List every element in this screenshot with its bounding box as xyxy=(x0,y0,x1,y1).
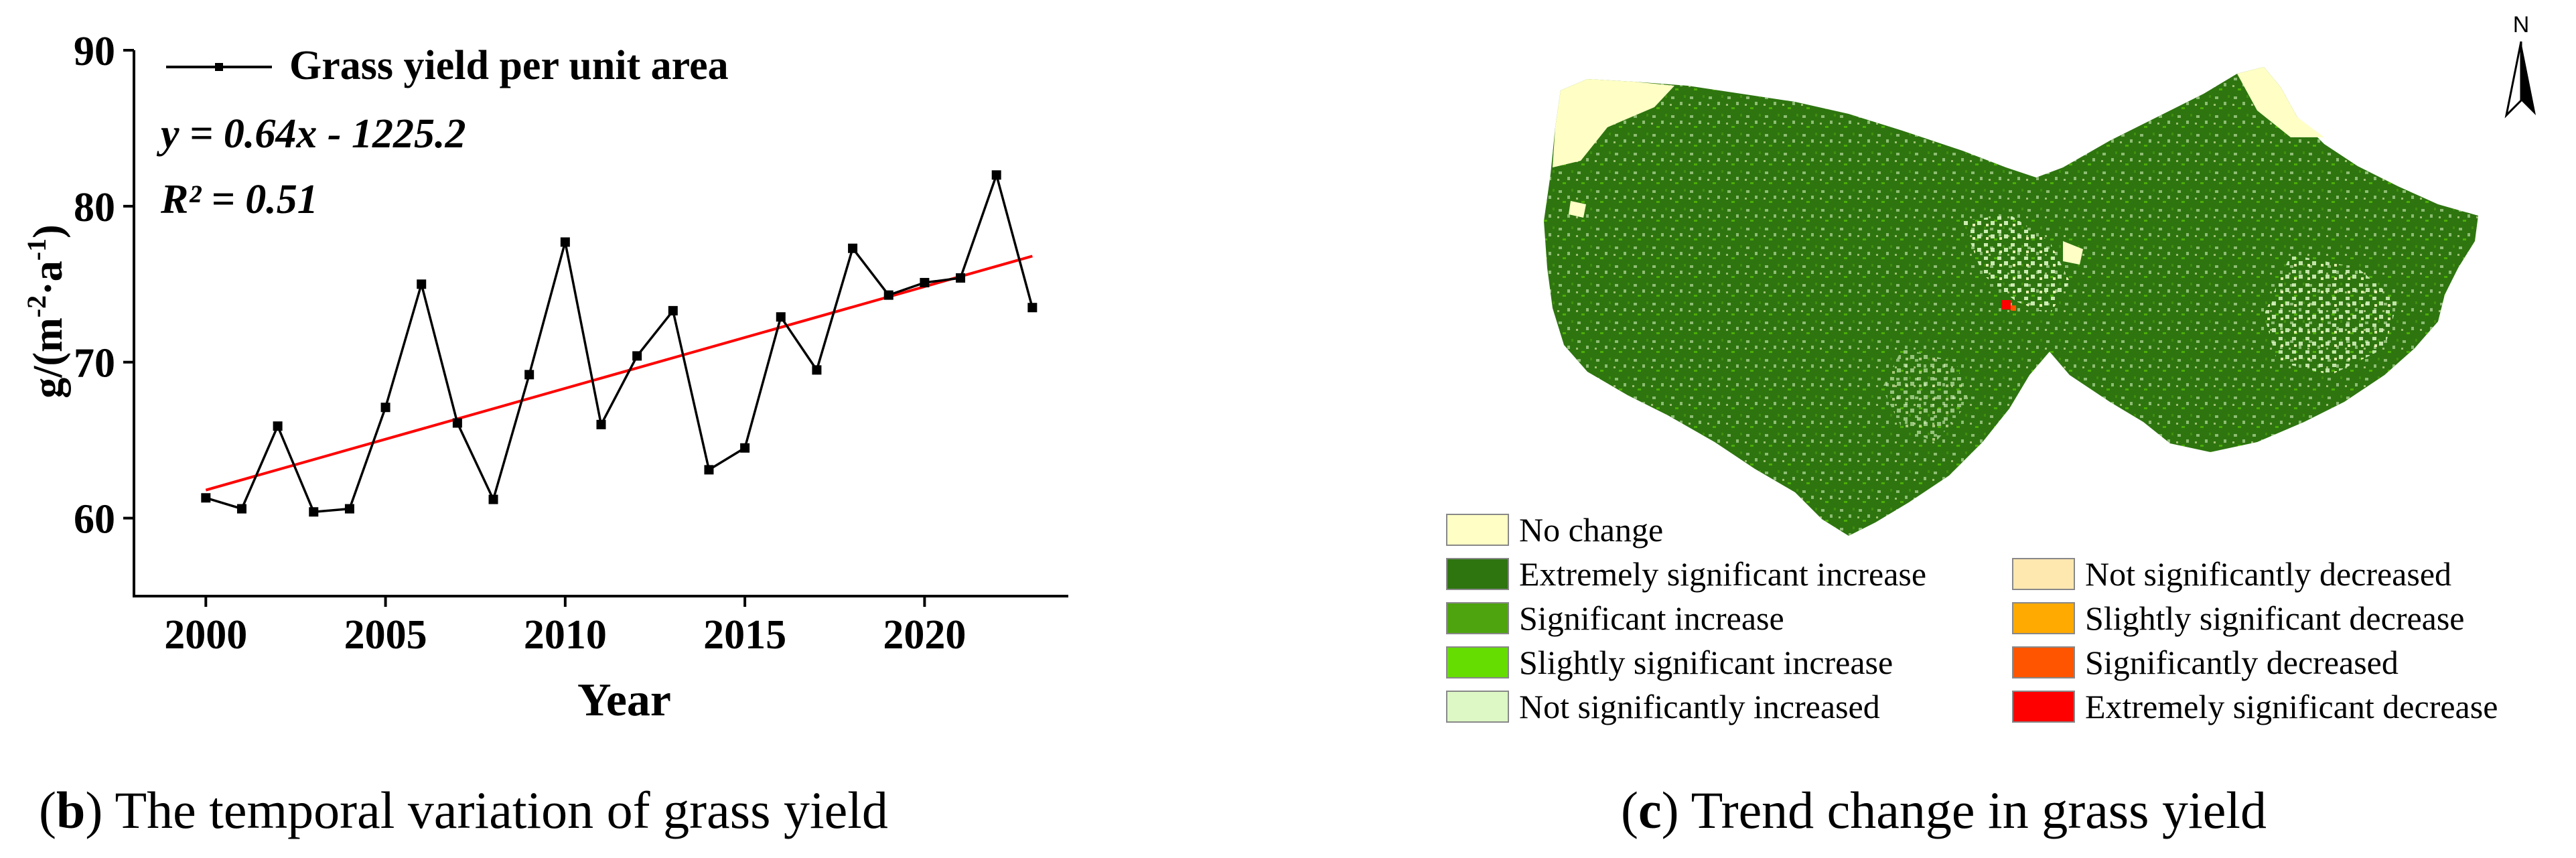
data-point xyxy=(848,243,858,253)
legend-label: Significantly decreased xyxy=(2085,644,2399,681)
data-point xyxy=(740,443,750,453)
chart-legend: Grass yield per unit area xyxy=(166,43,729,88)
map-zone-light-center xyxy=(1962,214,2070,315)
x-tick-label: 2005 xyxy=(344,612,427,658)
map-zone-no-change-north xyxy=(2237,67,2324,137)
legend-swatch xyxy=(1446,514,1509,546)
x-tick-label: 2000 xyxy=(164,612,247,658)
legend-swatch xyxy=(2012,558,2075,590)
data-point xyxy=(380,403,390,413)
x-tick-label: 2015 xyxy=(703,612,786,658)
data-point xyxy=(920,277,930,287)
legend-label: Extremely significant increase xyxy=(1519,555,1926,593)
y-tick-label: 80 xyxy=(74,185,115,230)
map-zone-no-change-west xyxy=(1553,79,1674,167)
data-point xyxy=(632,351,642,361)
legend-label: Slightly significant increase xyxy=(1519,644,1893,681)
y-tick-label: 70 xyxy=(74,341,115,386)
data-point xyxy=(991,170,1001,180)
map-zone-no-change-spot xyxy=(1569,201,1586,218)
map-zone-no-change-small xyxy=(2063,241,2083,265)
legend-swatch xyxy=(2012,691,2075,723)
map-legend: No change Extremely significant increase S… xyxy=(1446,511,2498,725)
data-point xyxy=(704,465,714,475)
legend-label: No change xyxy=(1519,511,1663,549)
north-label: N xyxy=(2513,12,2530,38)
data-point xyxy=(668,305,678,315)
r-squared-label: R² = 0.51 xyxy=(160,177,318,222)
data-point xyxy=(344,504,354,514)
x-tick-label: 2020 xyxy=(883,612,966,658)
legend-label: Not significantly increased xyxy=(1519,688,1880,725)
data-point xyxy=(201,493,211,503)
legend-swatch xyxy=(1446,646,1509,678)
x-axis-label: Year xyxy=(577,674,671,726)
map-zone-light-south xyxy=(1882,348,1969,442)
data-point xyxy=(1027,303,1037,313)
grass-yield-line-chart: 60 70 80 90 2000 2005 2010 2015 2020 Grass yiel… xyxy=(21,29,1068,726)
data-point xyxy=(812,365,822,375)
regression-equation: y = 0.64x - 1225.2 xyxy=(156,111,466,157)
caption-b: (b) The temporal variation of grass yiel… xyxy=(39,781,888,839)
north-arrow-right-half xyxy=(2521,42,2536,115)
data-point xyxy=(560,237,570,247)
data-point xyxy=(452,418,462,428)
legend-label: Significant increase xyxy=(1519,599,1784,637)
legend-label: Grass yield per unit area xyxy=(289,43,729,88)
y-axis-ticks: 60 70 80 90 xyxy=(74,29,134,543)
legend-label: Slightly significant decrease xyxy=(2085,599,2465,637)
data-point xyxy=(596,419,606,429)
caption-c: (c) Trend change in grass yield xyxy=(1621,781,2267,839)
grass-yield-trend-map: N No change Extremely significant increas… xyxy=(1446,12,2536,725)
north-arrow: N xyxy=(2504,12,2536,119)
y-tick-label: 90 xyxy=(74,29,115,74)
legend-marker xyxy=(215,63,223,71)
y-tick-label: 60 xyxy=(74,497,115,543)
data-point xyxy=(273,421,283,431)
map-zone-decrease-spot-2 xyxy=(2011,305,2016,311)
y-axis-label: g/(m-2·a-1) xyxy=(21,224,71,399)
series-line xyxy=(205,171,1033,514)
chart-axes xyxy=(133,50,1068,597)
legend-swatch xyxy=(1446,602,1509,634)
legend-swatch xyxy=(1446,691,1509,723)
data-point xyxy=(309,507,319,517)
trendline xyxy=(205,255,1033,492)
map-zone-light-east xyxy=(2264,255,2398,375)
data-point xyxy=(883,290,893,300)
data-point xyxy=(488,494,498,504)
data-point xyxy=(524,370,534,380)
north-arrow-left-half xyxy=(2504,41,2522,119)
legend-swatch xyxy=(1446,558,1509,590)
x-tick-label: 2010 xyxy=(524,612,607,658)
data-point xyxy=(956,273,966,283)
legend-swatch xyxy=(2012,646,2075,678)
legend-label: Not significantly decreased xyxy=(2085,555,2451,593)
data-point xyxy=(236,504,246,514)
series-grass-yield xyxy=(201,170,1037,517)
data-point xyxy=(776,312,786,322)
map-zone-decrease-spot xyxy=(2001,300,2011,309)
legend-label: Extremely significant decrease xyxy=(2085,688,2498,725)
map-texture xyxy=(1544,67,2478,536)
x-axis-ticks: 2000 2005 2010 2015 2020 xyxy=(164,596,966,658)
data-point xyxy=(417,279,427,289)
legend-swatch xyxy=(2012,602,2075,634)
trendline-line xyxy=(205,255,1033,492)
